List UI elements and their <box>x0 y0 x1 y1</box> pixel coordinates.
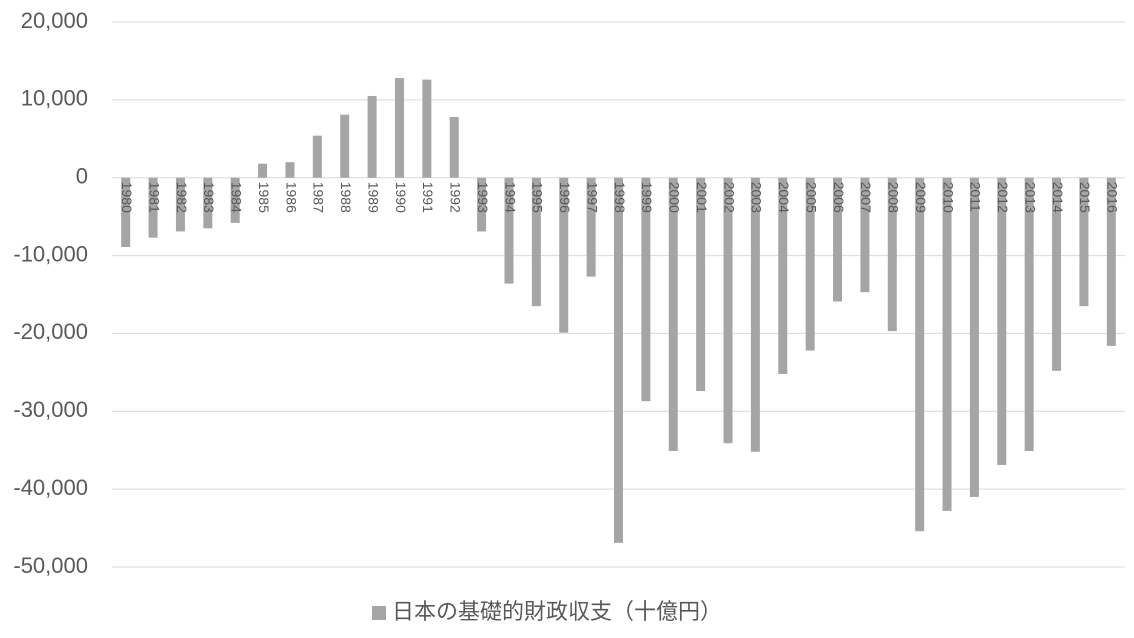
y-tick-label: -40,000 <box>13 475 88 500</box>
bar <box>586 177 596 277</box>
x-tick-label: 2001 <box>694 182 710 213</box>
x-tick-label: 1997 <box>584 182 600 213</box>
bar <box>833 177 843 302</box>
x-tick-label: 2013 <box>1022 182 1038 213</box>
x-tick-label: 2010 <box>940 182 956 213</box>
x-tick-label: 1982 <box>174 182 190 213</box>
x-tick-label: 1996 <box>557 182 573 213</box>
bar <box>969 177 979 497</box>
bar <box>805 177 815 351</box>
x-tick-label: 1987 <box>311 182 327 213</box>
x-tick-label: 1989 <box>365 182 381 213</box>
bar <box>203 177 213 229</box>
y-tick-label: -20,000 <box>13 319 88 344</box>
bar <box>504 177 514 284</box>
bar <box>915 177 925 532</box>
x-tick-label: 2014 <box>1050 182 1066 213</box>
bar <box>312 135 322 178</box>
x-tick-label: 2004 <box>776 182 792 213</box>
y-tick-label: 20,000 <box>21 8 88 33</box>
x-tick-label: 1995 <box>530 182 546 213</box>
x-tick-label: 1981 <box>146 182 162 213</box>
x-tick-label: 1986 <box>283 182 299 213</box>
bar <box>230 177 240 223</box>
bar <box>723 177 733 444</box>
bar <box>367 95 377 178</box>
x-tick-label: 1984 <box>228 182 244 213</box>
y-tick-label: -10,000 <box>13 241 88 266</box>
bar <box>394 78 404 178</box>
bar <box>531 177 541 307</box>
y-tick-label: 10,000 <box>21 86 88 111</box>
bar <box>1079 177 1089 307</box>
bar <box>340 114 350 178</box>
x-tick-label: 1985 <box>256 182 272 213</box>
x-tick-label: 2003 <box>749 182 765 213</box>
x-tick-label: 2002 <box>721 182 737 213</box>
y-tick-label: -50,000 <box>13 553 88 578</box>
x-tick-label: 1999 <box>639 182 655 213</box>
x-tick-label: 2007 <box>858 182 874 213</box>
bar <box>258 163 268 178</box>
legend-swatch <box>372 606 386 620</box>
bar <box>449 116 459 178</box>
x-tick-label: 2009 <box>913 182 929 213</box>
x-tick-label: 1998 <box>612 182 628 213</box>
bar <box>860 177 870 293</box>
x-tick-label: 1988 <box>338 182 354 213</box>
x-tick-label: 1993 <box>475 182 491 213</box>
x-tick-label: 2016 <box>1105 182 1121 213</box>
bar <box>997 177 1007 466</box>
x-tick-label: 1991 <box>420 182 436 213</box>
x-tick-label: 2008 <box>886 182 902 213</box>
y-tick-label: 0 <box>76 164 88 189</box>
bar <box>148 177 158 238</box>
x-tick-label: 2006 <box>831 182 847 213</box>
x-tick-label: 2000 <box>667 182 683 213</box>
bar <box>614 177 623 543</box>
bar <box>778 177 788 374</box>
bar <box>121 177 131 248</box>
bar <box>887 177 897 332</box>
bar <box>175 177 185 232</box>
x-tick-label: 1983 <box>201 182 217 213</box>
x-tick-label: 1992 <box>448 182 464 213</box>
x-tick-label: 2005 <box>803 182 819 213</box>
legend-label: 日本の基礎的財政収支（十億円） <box>392 600 722 625</box>
bar <box>641 177 651 402</box>
bar <box>477 177 487 232</box>
bar <box>696 177 706 392</box>
x-tick-label: 1980 <box>119 182 135 213</box>
x-tick-label: 1990 <box>393 182 409 213</box>
x-tick-label: 2012 <box>995 182 1011 213</box>
bar <box>285 162 295 178</box>
x-tick-label: 2015 <box>1077 182 1093 213</box>
bar <box>750 177 760 452</box>
bar <box>668 177 678 451</box>
x-tick-label: 2011 <box>968 182 984 212</box>
bar <box>559 177 569 333</box>
bar <box>942 177 952 511</box>
bar <box>422 79 432 178</box>
bar <box>1052 177 1062 371</box>
x-tick-label: 1994 <box>502 182 518 213</box>
y-tick-label: -30,000 <box>13 397 88 422</box>
bar <box>1024 177 1034 451</box>
bar <box>1106 177 1116 346</box>
